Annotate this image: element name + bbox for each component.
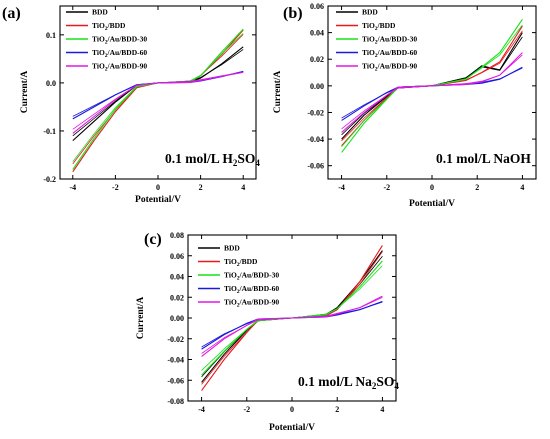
series-line-return-tio2-au-bdd-90 [72,71,244,130]
legend-label: BDD [92,8,108,17]
legend-label: BDD [362,8,378,17]
legend-label: TiO2/Au/BDD-90 [224,298,279,309]
y-tick-label: 0.02 [170,293,184,302]
y-tick-label: -0.04 [167,356,184,365]
series-line-return-tio2-au-bdd-60 [341,67,523,119]
x-tick-label: 4 [520,183,524,192]
legend-label: TiO2/BDD [362,21,396,32]
y-tick-label: 0.00 [170,314,184,323]
x-tick-label: 4 [380,405,384,414]
panel-label: (c) [144,231,162,248]
x-tick-label: 2 [475,183,479,192]
y-tick-label: 0.06 [310,2,324,11]
y-tick-label: 0.0 [46,79,56,88]
y-tick-label: 0.04 [310,29,324,38]
series-line-tio2-au-bdd-90 [72,71,244,134]
electrolyte-annotation: 0.1 mol/L NaOH [436,151,531,166]
x-tick-label: -2 [112,183,119,192]
panel-label: (a) [2,5,21,22]
x-tick-label: 0 [290,405,294,414]
x-tick-label: 2 [335,405,339,414]
x-tick-label: -4 [198,405,205,414]
y-tick-label: -0.02 [307,108,324,117]
x-tick-label: -4 [338,183,345,192]
x-tick-label: 0 [430,183,434,192]
y-tick-label: -0.06 [307,162,324,171]
y-tick-label: 0.08 [170,231,184,240]
legend-label: TiO2/Au/BDD-30 [224,271,279,282]
x-tick-label: -4 [69,183,76,192]
chart-panel-c: (c) -4 -2 0 2 4 -0.08 -0.06 -0.04 -0.02 0.00 0.02 0.… [136,231,399,433]
legend-label: TiO2/BDD [224,257,258,268]
chart-panel-b: (b) -4 -2 0 2 4 -0.06 -0.04 -0.02 0.00 0.02 0.04 0.0… [273,2,537,209]
y-tick-label: 0.02 [310,55,324,64]
series-line-return-tio2-au-bdd-60 [72,71,244,117]
y-tick-label: -0.2 [43,175,56,184]
y-axis-title: Current/A [20,71,30,114]
y-tick-label: 0.1 [46,31,56,40]
y-axis-title: Current/A [273,71,283,114]
legend-label: TiO2/Au/BDD-60 [362,48,417,59]
electrolyte-annotation: 0.1 mol/L Na2SO4 [298,374,399,391]
y-tick-label: -0.06 [167,376,184,385]
y-tick-label: -0.02 [167,335,184,344]
y-tick-label: -0.04 [307,135,324,144]
x-tick-label: -2 [243,405,250,414]
series-line-return-tio2-au-bdd-90 [341,54,523,130]
y-tick-label: 0.00 [310,82,324,91]
y-tick-label: 0.04 [170,273,184,282]
legend: BDD TiO2/BDD TiO2/Au/BDD-30 TiO2/Au/BDD-60 T… [66,8,147,73]
y-axis-title: Current/A [136,297,146,340]
x-tick-label: -2 [383,183,390,192]
x-tick-label: 4 [241,183,245,192]
x-tick-label: 0 [156,183,160,192]
y-tick-label: -0.08 [167,397,184,406]
x-axis-title: Potential/V [409,199,455,209]
y-tick-label: -0.1 [43,127,56,136]
chart-panel-a: (a) -4 -2 0 2 4 -0.2 -0.1 0.0 0.1 Potential/V Curre… [2,5,260,205]
series-line-tio2-au-bdd-60 [72,70,244,120]
series-line-tio2-au-bdd-60 [341,66,523,121]
series-line-return-tio2-au-bdd-90 [201,297,383,354]
legend-label: TiO2/Au/BDD-90 [92,62,147,73]
panel-label: (b) [283,5,303,22]
x-axis-title: Potential/V [269,423,315,433]
legend-label: BDD [224,244,240,253]
x-tick-label: 2 [199,183,203,192]
legend-label: TiO2/Au/BDD-30 [362,35,417,46]
legend: BDD TiO2/BDD TiO2/Au/BDD-30 TiO2/Au/BDD-60 T… [336,8,417,73]
legend-label: TiO2/Au/BDD-60 [224,284,279,295]
x-axis-title: Potential/V [135,195,181,205]
legend-label: TiO2/Au/BDD-90 [362,62,417,73]
legend-label: TiO2/Au/BDD-30 [92,35,147,46]
y-tick-label: 0.06 [170,252,184,261]
electrolyte-annotation: 0.1 mol/L H2SO4 [165,151,260,168]
legend-label: TiO2/Au/BDD-60 [92,48,147,59]
legend: BDD TiO2/BDD TiO2/Au/BDD-30 TiO2/Au/BDD-60 T… [198,244,279,309]
legend-label: TiO2/BDD [92,21,126,32]
